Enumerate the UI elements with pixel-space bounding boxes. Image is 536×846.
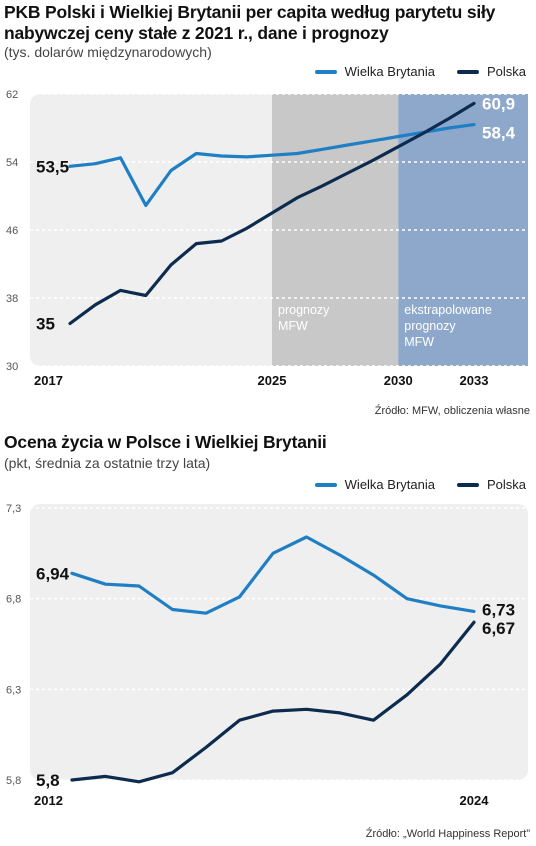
y-tick-label-3: 38 [6,293,18,305]
legend-item-pl: Polska [456,64,526,79]
legend2-item-uk: Wielka Brytania [314,477,435,492]
chart1-title: PKB Polski i Wielkiej Brytanii per capit… [4,2,496,43]
start-label-1: 35 [36,315,55,334]
x-tick-label-2: 2030 [384,373,413,388]
legend2-label-uk: Wielka Brytania [344,477,435,492]
y-tick-label-0: 62 [6,89,18,101]
shaded-region-label-1-0: ekstrapolowane [404,303,492,317]
chart2-title: Ocena życia w Polsce i Wielkiej Brytanii [4,432,327,452]
end-label-0: 58,4 [482,124,516,143]
legend2-label-pl: Polska [486,477,526,492]
shaded-region-label-1-1: prognozy [404,319,456,333]
legend2-swatch-pl [456,482,479,487]
plot-background [30,504,528,780]
x-tick-label-0: 2012 [34,793,63,808]
end-label-1: 60,9 [482,94,515,113]
series-line-1 [70,620,476,784]
shaded-region-label-1-2: MFW [404,335,434,349]
chart1-source: Źródło: MFW, obliczenia własne [374,405,530,417]
start-label-0: 53,5 [36,157,69,176]
chart2-source: Źródło: „World Happiness Report” [365,828,530,840]
y-tick-label-3: 5,8 [6,775,21,787]
x-tick-label-0: 2017 [34,373,63,388]
x-tick-label-1: 2024 [460,793,490,808]
end-label-1: 6,67 [482,619,515,638]
x-tick-label-3: 2033 [460,373,489,388]
series-line-0 [68,123,476,207]
start-label-0: 6,94 [36,564,70,583]
legend-label-pl: Polska [486,64,526,79]
legend-label-uk: Wielka Brytania [344,64,435,79]
chart1-plot: prognozy MFW ekstrapolowane prognozy MFW 62 54… [6,89,528,388]
chart1-legend: Wielka Brytania Polska [301,64,526,79]
legend-item-uk: Wielka Brytania [314,64,435,79]
legend2-swatch-uk [314,482,337,487]
chart2-subtitle: (pkt, średnia za ostatnie trzy lata) [4,455,211,471]
series-line-0 [70,535,476,615]
shaded-region-label-0-1: MFW [278,319,308,333]
y-tick-label-0: 7,3 [6,503,21,515]
legend-swatch-pl [456,69,479,74]
chart2-plot: 7,3 6,8 6,3 5,8 2012 2024 6,94 6,73 5,8 6,67 [6,503,528,808]
start-label-1: 5,8 [36,771,60,790]
legend2-item-pl: Polska [456,477,526,492]
chart2-legend: Wielka Brytania Polska [301,477,526,492]
x-tick-label-1: 2025 [258,373,287,388]
shaded-region-label-0-0: prognozy [278,303,330,317]
y-tick-label-1: 54 [6,157,18,169]
series-line-1 [68,101,476,326]
y-tick-label-4: 30 [6,361,18,373]
y-tick-label-2: 6,3 [6,684,21,696]
end-label-0: 6,73 [482,600,515,619]
chart1-subtitle: (tys. dolarów międzynarodowych) [4,44,212,60]
legend-swatch-uk [314,69,337,74]
y-tick-label-2: 46 [6,225,18,237]
y-tick-label-1: 6,8 [6,594,21,606]
